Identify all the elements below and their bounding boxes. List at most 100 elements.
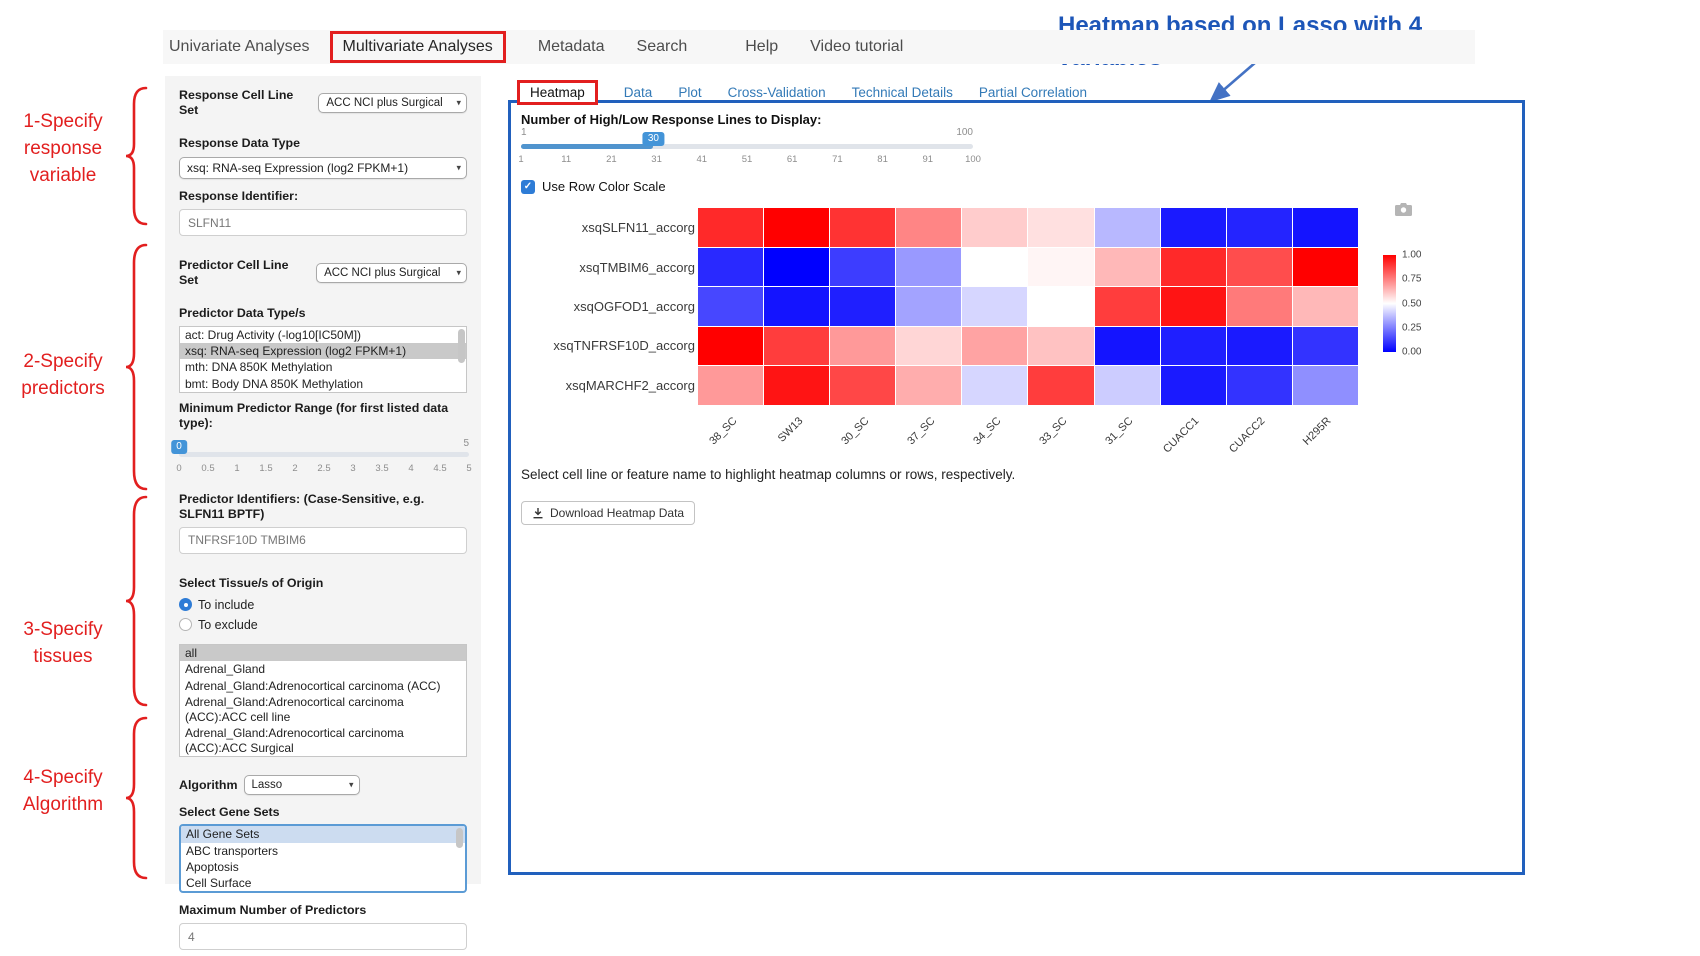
- heatmap-cell-xsqogfod1-accorg-34-sc[interactable]: [962, 287, 1028, 326]
- option-xsq-rna-seq-expression-log2-fpkm-1[interactable]: xsq: RNA-seq Expression (log2 FPKM+1): [180, 343, 466, 360]
- heatmap-cell-xsqtmbim6-accorg-31-sc[interactable]: [1094, 247, 1160, 287]
- heatmap-cell-xsqslfn11-accorg-30-sc[interactable]: [830, 208, 896, 247]
- heatmap-cell-xsqtmbim6-accorg-33-sc[interactable]: [1028, 247, 1094, 287]
- option-abc-transporters[interactable]: ABC transporters: [186, 843, 279, 858]
- heatmap-cell-xsqogfod1-accorg-38-sc[interactable]: [698, 287, 764, 326]
- heatmap-cell-xsqogfod1-accorg-cuacc1[interactable]: [1160, 287, 1226, 326]
- nav-item-multivariate-analyses[interactable]: Multivariate Analyses: [329, 31, 506, 63]
- heatmap-cell-xsqtnfrsf10d-accorg-38-sc[interactable]: [698, 326, 764, 366]
- checkbox-checked-icon[interactable]: ✓: [521, 179, 535, 194]
- option-all-gene-sets[interactable]: All Gene Sets: [181, 826, 465, 843]
- scrollbar-thumb[interactable]: [458, 329, 465, 363]
- download-heatmap-data-button[interactable]: Download Heatmap Data: [521, 501, 696, 525]
- option-adrenal-gland-adrenocortical-carcinoma-acc-acc-cell-line[interactable]: Adrenal_Gland:Adrenocortical carcinoma (…: [185, 695, 404, 724]
- tab-partial-correlation[interactable]: Partial Correlation: [978, 85, 1087, 100]
- heatmap-cell-xsqmarchf2-accorg-30-sc[interactable]: [830, 366, 896, 405]
- camera-icon[interactable]: [1395, 203, 1412, 216]
- heatmap-row-label-xsqtnfrsf10d-accorg[interactable]: xsqTNFRSF10D_accorg: [553, 338, 695, 354]
- heatmap-cell-xsqslfn11-accorg-31-sc[interactable]: [1094, 208, 1160, 247]
- heatmap-cell-xsqmarchf2-accorg-31-sc[interactable]: [1094, 366, 1160, 405]
- heatmap-grid[interactable]: [698, 208, 1358, 405]
- heatmap-cell-xsqtnfrsf10d-accorg-34-sc[interactable]: [962, 326, 1028, 366]
- heatmap-cell-xsqslfn11-accorg-33-sc[interactable]: [1028, 208, 1094, 247]
- tab-cross-validation[interactable]: Cross-Validation: [727, 85, 826, 100]
- option-act-drug-activity-log10-ic50m[interactable]: act: Drug Activity (-log10[IC50M]): [185, 328, 362, 342]
- heatmap-cell-xsqmarchf2-accorg-33-sc[interactable]: [1028, 366, 1094, 405]
- heatmap-cell-xsqogfod1-accorg-31-sc[interactable]: [1094, 287, 1160, 326]
- option-cell-surface[interactable]: Cell Surface: [186, 875, 252, 890]
- heatmap-row-label-xsqslfn11-accorg[interactable]: xsqSLFN11_accorg: [581, 220, 695, 236]
- heatmap-cell-xsqtnfrsf10d-accorg-h295r[interactable]: [1292, 326, 1358, 366]
- gene-sets-listbox[interactable]: All Gene Sets ABC transporters Apoptosis Ce…: [179, 824, 467, 894]
- tab-plot[interactable]: Plot: [678, 85, 702, 100]
- heatmap-cell-xsqmarchf2-accorg-38-sc[interactable]: [698, 366, 764, 405]
- heatmap-cell-xsqogfod1-accorg-sw13[interactable]: [764, 287, 830, 326]
- heatmap-cell-xsqtmbim6-accorg-cuacc2[interactable]: [1226, 247, 1292, 287]
- heatmap-cell-xsqtmbim6-accorg-34-sc[interactable]: [962, 247, 1028, 287]
- tissue-origin-listbox[interactable]: all Adrenal_Gland Adrenal_Gland:Adrenocort…: [179, 643, 467, 758]
- heatmap-cell-xsqslfn11-accorg-cuacc2[interactable]: [1226, 208, 1292, 247]
- predictor-identifiers-input[interactable]: [179, 526, 467, 554]
- response-identifier-input[interactable]: [179, 209, 467, 236]
- tab-technical-details[interactable]: Technical Details: [851, 85, 953, 100]
- heatmap-cell-xsqtmbim6-accorg-37-sc[interactable]: [896, 247, 962, 287]
- heatmap-cell-xsqmarchf2-accorg-37-sc[interactable]: [896, 366, 962, 405]
- heatmap-cell-xsqmarchf2-accorg-34-sc[interactable]: [962, 366, 1028, 405]
- heatmap-cell-xsqogfod1-accorg-cuacc2[interactable]: [1226, 287, 1292, 326]
- heatmap-cell-xsqslfn11-accorg-38-sc[interactable]: [698, 208, 764, 247]
- heatmap-cell-xsqslfn11-accorg-37-sc[interactable]: [896, 208, 962, 247]
- option-apoptosis[interactable]: Apoptosis: [186, 859, 239, 874]
- option-adrenal-gland[interactable]: Adrenal_Gland: [185, 662, 266, 677]
- nav-item-metadata[interactable]: Metadata: [537, 38, 605, 55]
- nav-item-univariate-analyses[interactable]: Univariate Analyses: [169, 38, 310, 55]
- option-adrenal-gland-adrenocortical-carcinoma-acc-acc-surgical[interactable]: Adrenal_Gland:Adrenocortical carcinoma (…: [185, 726, 404, 755]
- tab-heatmap[interactable]: Heatmap: [517, 80, 598, 105]
- heatmap-cell-xsqslfn11-accorg-h295r[interactable]: [1292, 208, 1358, 247]
- heatmap-cell-xsqtnfrsf10d-accorg-cuacc2[interactable]: [1226, 326, 1292, 366]
- heatmap-cell-xsqmarchf2-accorg-cuacc2[interactable]: [1226, 366, 1292, 405]
- min-predictor-range-slider[interactable]: 5 0 0 0.5 1 1.5 2 2.5 3 3.5 4 4.5 5: [171, 436, 472, 484]
- heatmap-cell-xsqtnfrsf10d-accorg-37-sc[interactable]: [896, 326, 962, 366]
- heatmap-cell-xsqogfod1-accorg-33-sc[interactable]: [1028, 287, 1094, 326]
- heatmap-cell-xsqslfn11-accorg-sw13[interactable]: [764, 208, 830, 247]
- heatmap-cell-xsqogfod1-accorg-h295r[interactable]: [1292, 287, 1358, 326]
- radio-unselected-icon[interactable]: [179, 618, 192, 632]
- lines-slider[interactable]: 1 100 30 1 11 21 31 41 51 61 71 81 91 100: [518, 127, 981, 175]
- radio-to-include[interactable]: To include: [179, 598, 467, 612]
- nav-item-video-tutorial[interactable]: Video tutorial: [810, 38, 904, 55]
- heatmap-cell-xsqtmbim6-accorg-h295r[interactable]: [1292, 247, 1358, 287]
- slider-handle[interactable]: 30: [642, 132, 664, 146]
- heatmap-cell-xsqslfn11-accorg-cuacc1[interactable]: [1160, 208, 1226, 247]
- nav-item-help[interactable]: Help: [745, 38, 779, 55]
- heatmap-row-label-xsqmarchf2-accorg[interactable]: xsqMARCHF2_accorg: [565, 377, 695, 393]
- heatmap-cell-xsqtnfrsf10d-accorg-cuacc1[interactable]: [1160, 326, 1226, 366]
- response-data-type-select[interactable]: xsq: RNA-seq Expression (log2 FPKM+1) ▾: [179, 157, 467, 179]
- heatmap-cell-xsqtmbim6-accorg-sw13[interactable]: [764, 247, 830, 287]
- max-predictors-input[interactable]: [179, 923, 467, 951]
- option-all[interactable]: all: [180, 644, 466, 662]
- heatmap-cell-xsqmarchf2-accorg-cuacc1[interactable]: [1160, 366, 1226, 405]
- slider-handle[interactable]: 0: [171, 439, 187, 454]
- heatmap-cell-xsqogfod1-accorg-30-sc[interactable]: [830, 287, 896, 326]
- option-bmt-body-dna-850k-methylation[interactable]: bmt: Body DNA 850K Methylation: [185, 376, 364, 391]
- heatmap-cell-xsqtnfrsf10d-accorg-sw13[interactable]: [764, 326, 830, 366]
- radio-to-exclude[interactable]: To exclude: [179, 618, 467, 632]
- heatmap-cell-xsqmarchf2-accorg-sw13[interactable]: [764, 366, 830, 405]
- heatmap-cell-xsqmarchf2-accorg-h295r[interactable]: [1292, 366, 1358, 405]
- tab-data[interactable]: Data: [623, 85, 653, 100]
- algorithm-select[interactable]: Lasso ▾: [243, 775, 360, 796]
- heatmap-cell-xsqtmbim6-accorg-38-sc[interactable]: [698, 247, 764, 287]
- heatmap-cell-xsqtnfrsf10d-accorg-33-sc[interactable]: [1028, 326, 1094, 366]
- slider-track[interactable]: [179, 451, 469, 457]
- option-adrenal-gland-adrenocortical-carcinoma-acc[interactable]: Adrenal_Gland:Adrenocortical carcinoma (…: [185, 678, 441, 693]
- heatmap-row-label-xsqtmbim6-accorg[interactable]: xsqTMBIM6_accorg: [579, 259, 695, 275]
- heatmap-cell-xsqogfod1-accorg-37-sc[interactable]: [896, 287, 962, 326]
- heatmap-cell-xsqtmbim6-accorg-cuacc1[interactable]: [1160, 247, 1226, 287]
- predictor-data-types-listbox[interactable]: act: Drug Activity (-log10[IC50M]) xsq: R…: [179, 326, 467, 393]
- heatmap-cell-xsqtmbim6-accorg-30-sc[interactable]: [830, 247, 896, 287]
- predictor-cell-line-set-select[interactable]: ACC NCI plus Surgical ▾: [316, 263, 467, 283]
- option-mth-dna-850k-methylation[interactable]: mth: DNA 850K Methylation: [185, 360, 333, 375]
- row-color-scale[interactable]: ✓ Use Row Color Scale: [521, 179, 666, 194]
- response-cell-line-set-select[interactable]: ACC NCI plus Surgical ▾: [318, 93, 467, 113]
- slider-track[interactable]: [521, 144, 973, 149]
